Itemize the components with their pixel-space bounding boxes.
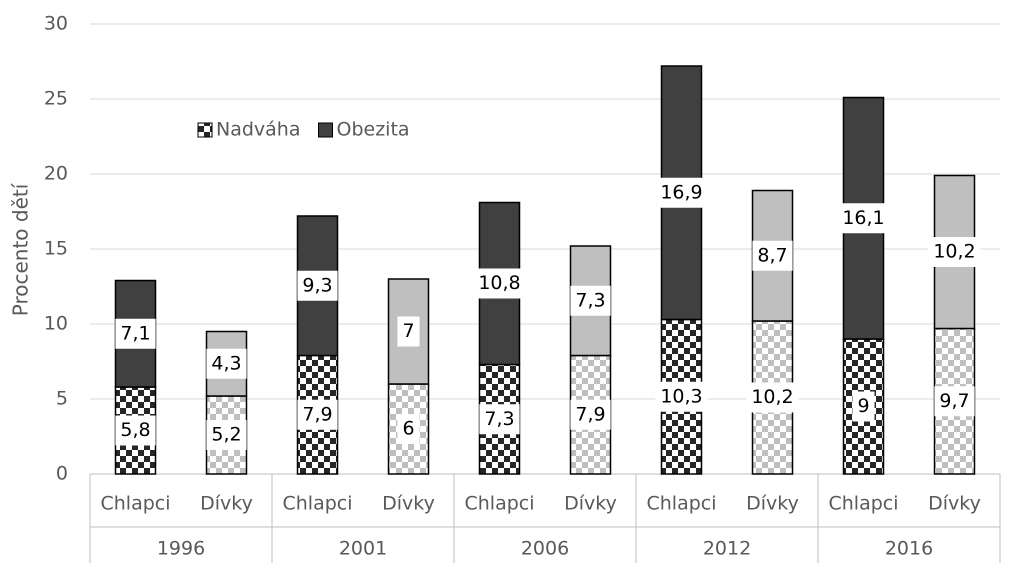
data-label-text: 9	[857, 395, 869, 417]
data-label-bg	[655, 177, 708, 208]
data-label-bg	[934, 386, 975, 417]
y-tick-label: 25	[44, 88, 68, 110]
y-tick-label: 0	[56, 463, 68, 485]
data-label: 10,3	[655, 381, 708, 412]
data-label: 10,8	[473, 268, 526, 299]
data-label-bg	[297, 399, 338, 430]
data-label-text: 7	[402, 320, 414, 342]
legend-swatch	[318, 122, 333, 138]
data-label: 5,2	[206, 420, 247, 450]
data-label-text: 7,3	[575, 289, 605, 311]
data-label-text: 6	[402, 418, 414, 440]
data-label-text: 7,3	[484, 408, 514, 430]
x-tick-label: Dívky	[928, 493, 981, 515]
x-tick-label: Chlapci	[646, 493, 716, 515]
data-label-bg	[297, 270, 338, 301]
data-label-bg	[479, 404, 520, 435]
data-label: 16,9	[655, 177, 708, 208]
data-label-text: 4,3	[211, 352, 241, 374]
data-label-text: 5,2	[211, 424, 241, 446]
data-label-bg	[115, 318, 156, 349]
data-label-bg	[852, 391, 875, 422]
data-label-text: 10,2	[751, 386, 793, 408]
data-label-text: 10,2	[933, 241, 975, 263]
x-tick-label: Dívky	[564, 493, 617, 515]
data-label-text: 16,1	[842, 207, 884, 229]
data-label-text: 7,9	[575, 403, 605, 425]
group-label: 2006	[521, 538, 569, 560]
x-tick-label: Chlapci	[282, 493, 352, 515]
data-label-bg	[473, 268, 526, 299]
data-label: 7,1	[115, 318, 156, 349]
data-label: 4,3	[206, 348, 247, 379]
data-label: 10,2	[746, 382, 799, 413]
x-tick-label: Dívky	[746, 493, 799, 515]
y-tick-label: 5	[56, 388, 68, 410]
data-label-bg	[570, 285, 611, 316]
y-axis-title: Procento dětí	[9, 182, 33, 316]
data-label-bg	[655, 381, 708, 412]
data-label: 10,2	[928, 237, 981, 267]
data-label: 8,7	[752, 240, 793, 271]
y-tick-label: 30	[44, 13, 68, 35]
group-label: 2016	[885, 538, 933, 560]
data-label: 9,7	[934, 386, 975, 417]
data-label: 16,1	[837, 203, 890, 234]
data-label-text: 7,9	[302, 403, 332, 425]
data-label-text: 16,9	[660, 181, 702, 203]
data-label-bg	[397, 316, 420, 347]
data-label-bg	[570, 399, 611, 430]
data-label-text: 9,7	[939, 390, 969, 412]
data-label-text: 9,3	[302, 274, 332, 296]
x-tick-label: Chlapci	[464, 493, 534, 515]
group-label: 2001	[339, 538, 387, 560]
y-tick-label: 20	[44, 163, 68, 185]
group-label: 2012	[703, 538, 751, 560]
data-label: 7,9	[570, 399, 611, 430]
x-tick-label: Dívky	[200, 493, 253, 515]
data-label-text: 5,8	[120, 419, 150, 441]
data-label-text: 7,1	[120, 322, 150, 344]
data-label-text: 8,7	[757, 244, 787, 266]
data-label: 6	[397, 414, 420, 444]
data-label: 9,3	[297, 270, 338, 301]
data-label-bg	[115, 415, 156, 446]
data-label-bg	[837, 203, 890, 234]
data-label-bg	[928, 237, 981, 267]
y-tick-label: 15	[44, 238, 68, 260]
group-label: 1996	[157, 538, 205, 560]
data-label-text: 10,3	[660, 385, 702, 407]
data-label: 5,8	[115, 415, 156, 446]
x-tick-label: Dívky	[382, 493, 435, 515]
data-label: 7	[397, 316, 420, 347]
data-label: 9	[852, 391, 875, 422]
legend-label: Obezita	[337, 119, 410, 141]
y-tick-label: 10	[44, 313, 68, 335]
data-label-bg	[746, 382, 799, 413]
legend-swatch	[197, 122, 213, 138]
data-label-bg	[752, 240, 793, 271]
x-tick-label: Chlapci	[100, 493, 170, 515]
data-label-bg	[206, 420, 247, 450]
data-label-bg	[397, 414, 420, 444]
data-label: 7,9	[297, 399, 338, 430]
legend-label: Nadváha	[216, 119, 301, 141]
x-tick-label: Chlapci	[828, 493, 898, 515]
data-label: 7,3	[570, 285, 611, 316]
data-label-text: 10,8	[478, 272, 520, 294]
data-label-bg	[206, 348, 247, 379]
data-label: 7,3	[479, 404, 520, 435]
